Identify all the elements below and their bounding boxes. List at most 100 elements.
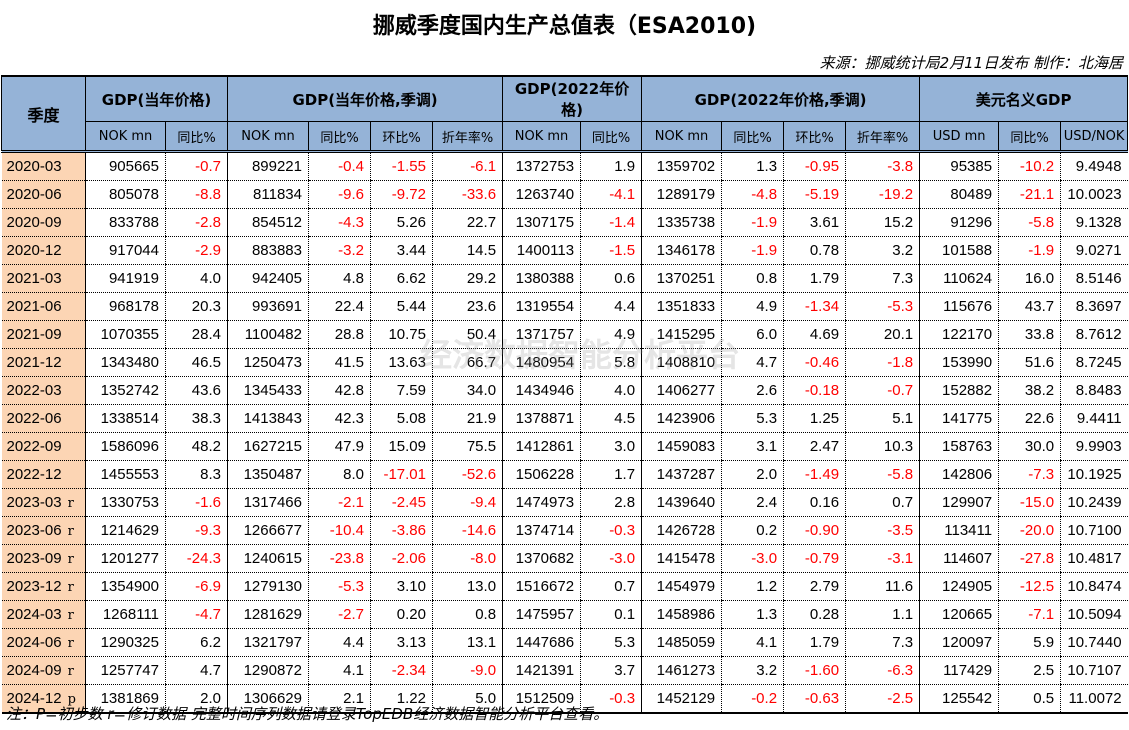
value-cell: 10.8474 <box>1060 572 1128 601</box>
value-cell: 42.8 <box>308 376 371 405</box>
value-cell: 10.75 <box>370 320 433 349</box>
value-cell: 9.9903 <box>1060 432 1128 461</box>
revision-flag: r <box>67 636 74 651</box>
table-row: 2022-09 1586096 48.2 1627215 47.9 15.09 75.5 14… <box>1 432 1128 461</box>
value-cell: 6.62 <box>370 264 433 293</box>
value-cell: -1.4 <box>580 208 642 237</box>
header-sub: 同比% <box>998 121 1062 153</box>
value-cell: 113411 <box>919 516 999 545</box>
value-cell: 124905 <box>919 572 999 601</box>
value-cell: -0.18 <box>783 376 846 405</box>
value-cell: -3.5 <box>845 516 920 545</box>
value-cell: 15.2 <box>845 208 920 237</box>
value-cell: 1370251 <box>641 264 722 293</box>
value-cell: -9.72 <box>370 180 433 209</box>
value-cell: 20.1 <box>845 320 920 349</box>
header-sub: 同比% <box>580 121 643 153</box>
value-cell: 905665 <box>85 151 166 181</box>
value-cell: 5.3 <box>721 404 784 433</box>
value-cell: -3.86 <box>370 516 433 545</box>
value-cell: -4.8 <box>721 180 784 209</box>
value-cell: 2.0 <box>165 684 228 714</box>
value-cell: 1434946 <box>502 376 581 405</box>
value-cell: 1516672 <box>502 572 581 601</box>
value-cell: 1306629 <box>227 684 309 714</box>
table-row: 2024-09 r 1257747 4.7 1290872 4.1 -2.34 -9.0 142… <box>1 656 1128 685</box>
value-cell: -3.8 <box>845 151 920 181</box>
value-cell: 1266677 <box>227 516 309 545</box>
value-cell: -3.0 <box>721 544 784 573</box>
quarter-label: 2021-09 <box>6 326 62 343</box>
value-cell: 1480954 <box>502 348 581 377</box>
value-cell: 115676 <box>919 292 999 321</box>
value-cell: -6.1 <box>431 151 503 181</box>
value-cell: 805078 <box>85 180 166 209</box>
quarter-cell: 2021-09 <box>1 320 86 349</box>
value-cell: -9.3 <box>165 516 228 545</box>
value-cell: -6.9 <box>165 572 228 601</box>
value-cell: 0.7 <box>845 488 920 517</box>
value-cell: 1406277 <box>641 376 722 405</box>
value-cell: 942405 <box>227 264 309 293</box>
value-cell: 1307175 <box>502 208 581 237</box>
value-cell: -9.0 <box>431 656 503 685</box>
header-group: GDP(当年价格,季调) <box>226 75 504 122</box>
value-cell: 22.6 <box>998 404 1061 433</box>
value-cell: 1461273 <box>641 656 722 685</box>
value-cell: 158763 <box>919 432 999 461</box>
value-cell: 1250473 <box>227 348 309 377</box>
quarter-label: 2021-03 <box>6 270 62 287</box>
value-cell: 1459083 <box>641 432 722 461</box>
value-cell: 1289179 <box>641 180 722 209</box>
revision-flag: r <box>67 664 74 679</box>
revision-flag: r <box>67 552 74 567</box>
value-cell: 5.08 <box>370 404 433 433</box>
value-cell: -4.1 <box>580 180 642 209</box>
header-sub: 环比% <box>783 121 847 153</box>
revision-flag: r <box>67 524 74 539</box>
value-cell: 10.7107 <box>1060 656 1128 685</box>
value-cell: 0.8 <box>431 600 503 629</box>
value-cell: 16.0 <box>998 264 1061 293</box>
header-group: GDP(2022年价格) <box>502 75 643 122</box>
table-row: 2020-03 905665 -0.7 899221 -0.4 -1.55 -6.1 1372… <box>1 151 1128 181</box>
value-cell: 10.2439 <box>1060 488 1128 517</box>
value-cell: 2.47 <box>783 432 846 461</box>
quarter-label: 2022-09 <box>6 438 62 455</box>
quarter-label: 2024-03 <box>6 606 62 623</box>
value-cell: 20.3 <box>165 292 228 321</box>
value-cell: 22.4 <box>308 292 371 321</box>
value-cell: 5.0 <box>431 684 503 714</box>
value-cell: 1317466 <box>227 488 309 517</box>
header-quarter: 季度 <box>1 75 86 153</box>
value-cell: -1.9 <box>998 236 1061 265</box>
quarter-label: 2024-12 <box>6 690 62 707</box>
value-cell: 4.0 <box>580 376 642 405</box>
value-cell: -5.8 <box>845 460 920 489</box>
value-cell: -6.3 <box>845 656 920 685</box>
table-row: 2023-12 r 1354900 -6.9 1279130 -5.3 3.10 13.0 15… <box>1 572 1128 601</box>
value-cell: 30.0 <box>998 432 1061 461</box>
value-cell: -1.49 <box>783 460 846 489</box>
value-cell: -1.60 <box>783 656 846 685</box>
value-cell: 0.16 <box>783 488 846 517</box>
quarter-cell: 2020-12 <box>1 236 86 265</box>
value-cell: 95385 <box>919 151 999 181</box>
value-cell: -20.0 <box>998 516 1061 545</box>
header-sub: NOK mn <box>641 121 723 153</box>
value-cell: 993691 <box>227 292 309 321</box>
value-cell: 141775 <box>919 404 999 433</box>
value-cell: -0.79 <box>783 544 846 573</box>
value-cell: 153990 <box>919 348 999 377</box>
value-cell: -1.34 <box>783 292 846 321</box>
value-cell: 46.5 <box>165 348 228 377</box>
value-cell: 3.7 <box>580 656 642 685</box>
value-cell: 4.4 <box>308 628 371 657</box>
table-row: 2022-03 1352742 43.6 1345433 42.8 7.59 34.0 143… <box>1 376 1128 405</box>
value-cell: 13.1 <box>431 628 503 657</box>
value-cell: -12.5 <box>998 572 1061 601</box>
value-cell: 48.2 <box>165 432 228 461</box>
value-cell: -7.1 <box>998 600 1061 629</box>
value-cell: 1.2 <box>721 572 784 601</box>
value-cell: 8.3 <box>165 460 228 489</box>
